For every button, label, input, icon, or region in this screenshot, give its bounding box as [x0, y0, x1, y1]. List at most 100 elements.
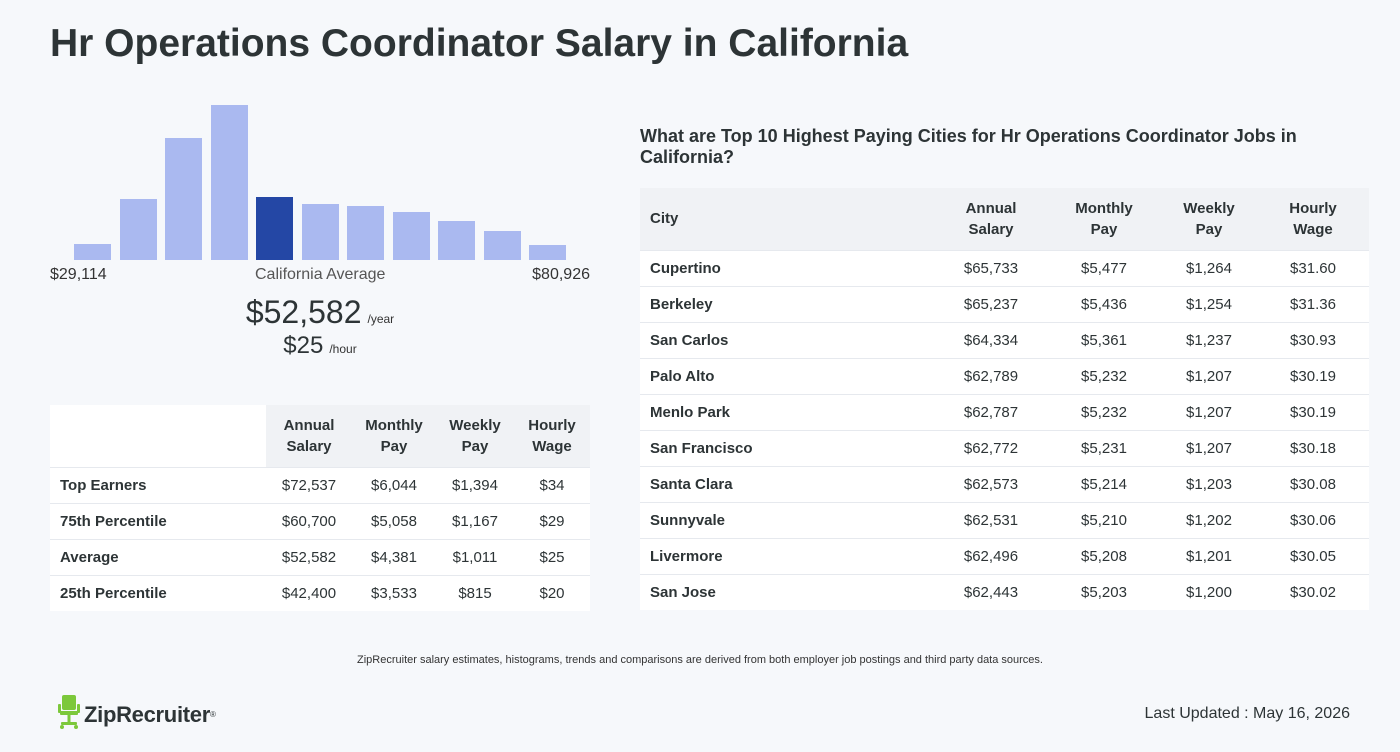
city-cell: $1,203 — [1161, 465, 1257, 502]
percentile-cell: $25 — [514, 538, 590, 575]
registered-mark: ® — [209, 710, 216, 719]
city-cell: $5,361 — [1047, 321, 1161, 358]
header-line: Pay — [1090, 220, 1118, 238]
city-cell: $1,254 — [1161, 285, 1257, 322]
chair-icon — [58, 695, 80, 734]
city-row: Livermore $62,496 $5,208 $1,201 $30.05 — [640, 537, 1369, 574]
city-row: Cupertino $65,733 $5,477 $1,264 $31.60 — [640, 249, 1369, 286]
header-line: Weekly — [1183, 199, 1235, 217]
city-cell: $5,436 — [1047, 285, 1161, 322]
city-cell: $62,496 — [935, 537, 1047, 574]
header-weekly-pay: Weekly Pay — [1161, 188, 1257, 250]
top-cities-heading: What are Top 10 Highest Paying Cities fo… — [640, 126, 1297, 167]
percentile-row: 75th Percentile $60,700 $5,058 $1,167 $29 — [50, 502, 590, 539]
city-cell: $1,200 — [1161, 573, 1257, 610]
city-cell: $5,231 — [1047, 429, 1161, 466]
city-cell: $31.36 — [1257, 285, 1369, 322]
percentile-row: 25th Percentile $42,400 $3,533 $815 $20 — [50, 574, 590, 611]
header-hourly-wage: Hourly Wage — [514, 405, 590, 467]
header-line: Pay — [461, 437, 489, 455]
header-line: Pay — [380, 437, 408, 455]
histogram-bar-average — [256, 196, 293, 260]
percentile-cell: $3,533 — [352, 574, 436, 611]
header-city: City — [640, 188, 935, 250]
city-cell: $1,201 — [1161, 537, 1257, 574]
percentile-cell: $29 — [514, 502, 590, 539]
average-hourly: $25/hour — [50, 332, 590, 360]
histogram-bar — [74, 243, 111, 260]
city-cell: $31.60 — [1257, 249, 1369, 286]
header-monthly-pay: Monthly Pay — [1047, 188, 1161, 250]
top-cities-table: City Annual Salary Monthly Pay Weekly Pay H… — [640, 188, 1369, 610]
city-cell: $62,787 — [935, 393, 1047, 430]
city-name: Berkeley — [640, 285, 935, 322]
percentile-table-header: Annual Salary Monthly Pay Weekly Pay Hourly… — [50, 405, 590, 467]
city-cell: $30.06 — [1257, 501, 1369, 538]
histogram-bar — [165, 137, 202, 260]
header-line: Annual — [965, 199, 1017, 217]
city-name: San Carlos — [640, 321, 935, 358]
city-cell: $30.19 — [1257, 357, 1369, 394]
city-cell: $5,477 — [1047, 249, 1161, 286]
city-name: Menlo Park — [640, 393, 935, 430]
city-name: Sunnyvale — [640, 501, 935, 538]
histogram-center-label: California Average — [255, 266, 386, 283]
header-annual-salary: Annual Salary — [266, 405, 352, 467]
average-annual: $52,582/year — [50, 294, 590, 331]
header-monthly-pay: Monthly Pay — [352, 405, 436, 467]
average-annual-value: $52,582 — [245, 294, 362, 330]
city-cell: $5,214 — [1047, 465, 1161, 502]
percentile-cell: $60,700 — [266, 502, 352, 539]
percentile-row-label: 25th Percentile — [50, 574, 266, 611]
percentile-cell: $1,167 — [436, 502, 514, 539]
city-cell: $5,203 — [1047, 573, 1161, 610]
header-hourly-wage: Hourly Wage — [1257, 188, 1369, 250]
city-cell: $1,237 — [1161, 321, 1257, 358]
city-cell: $1,207 — [1161, 393, 1257, 430]
city-name: Livermore — [640, 537, 935, 574]
percentile-cell: $4,381 — [352, 538, 436, 575]
percentile-cell: $72,537 — [266, 466, 352, 503]
city-name: San Jose — [640, 573, 935, 610]
header-line: Hourly — [1289, 199, 1337, 217]
histogram-bar — [529, 244, 566, 260]
salary-histogram — [50, 100, 590, 260]
percentile-cell: $52,582 — [266, 538, 352, 575]
header-line: Annual — [283, 416, 335, 434]
header-line: Salary — [286, 437, 332, 455]
percentile-cell: $20 — [514, 574, 590, 611]
city-cell: $1,207 — [1161, 429, 1257, 466]
city-row: Menlo Park $62,787 $5,232 $1,207 $30.19 — [640, 393, 1369, 430]
percentile-table: Annual Salary Monthly Pay Weekly Pay Hourly… — [50, 405, 590, 611]
percentile-row-label: Top Earners — [50, 466, 266, 503]
ziprecruiter-logo[interactable]: ZipRecruiter ® — [58, 695, 216, 734]
header-annual-salary: Annual Salary — [935, 188, 1047, 250]
city-cell: $65,733 — [935, 249, 1047, 286]
percentile-row: Average $52,582 $4,381 $1,011 $25 — [50, 538, 590, 575]
logo-text: ZipRecruiter — [84, 701, 210, 727]
header-line: Salary — [968, 220, 1014, 238]
histogram-min-label: $29,114 — [50, 266, 107, 283]
city-cell: $1,202 — [1161, 501, 1257, 538]
city-row: Palo Alto $62,789 $5,232 $1,207 $30.19 — [640, 357, 1369, 394]
city-cell: $5,232 — [1047, 393, 1161, 430]
histogram-bar — [483, 231, 521, 260]
city-cell: $30.08 — [1257, 465, 1369, 502]
city-cell: $30.19 — [1257, 393, 1369, 430]
percentile-cell: $34 — [514, 466, 590, 503]
header-line: Monthly — [1075, 199, 1133, 217]
percentile-cell: $1,394 — [436, 466, 514, 503]
percentile-row-label: Average — [50, 538, 266, 575]
city-cell: $62,772 — [935, 429, 1047, 466]
city-cell: $5,208 — [1047, 537, 1161, 574]
city-row: Berkeley $65,237 $5,436 $1,254 $31.36 — [640, 285, 1369, 322]
header-line: Wage — [532, 437, 572, 455]
city-row: San Francisco $62,772 $5,231 $1,207 $30.18 — [640, 429, 1369, 466]
histogram-bar — [119, 198, 157, 260]
percentile-cell: $815 — [436, 574, 514, 611]
histogram-bar — [347, 205, 384, 260]
percentile-row-label: 75th Percentile — [50, 502, 266, 539]
city-cell: $30.18 — [1257, 429, 1369, 466]
header-line: Hourly — [528, 416, 576, 434]
city-cell: $62,531 — [935, 501, 1047, 538]
